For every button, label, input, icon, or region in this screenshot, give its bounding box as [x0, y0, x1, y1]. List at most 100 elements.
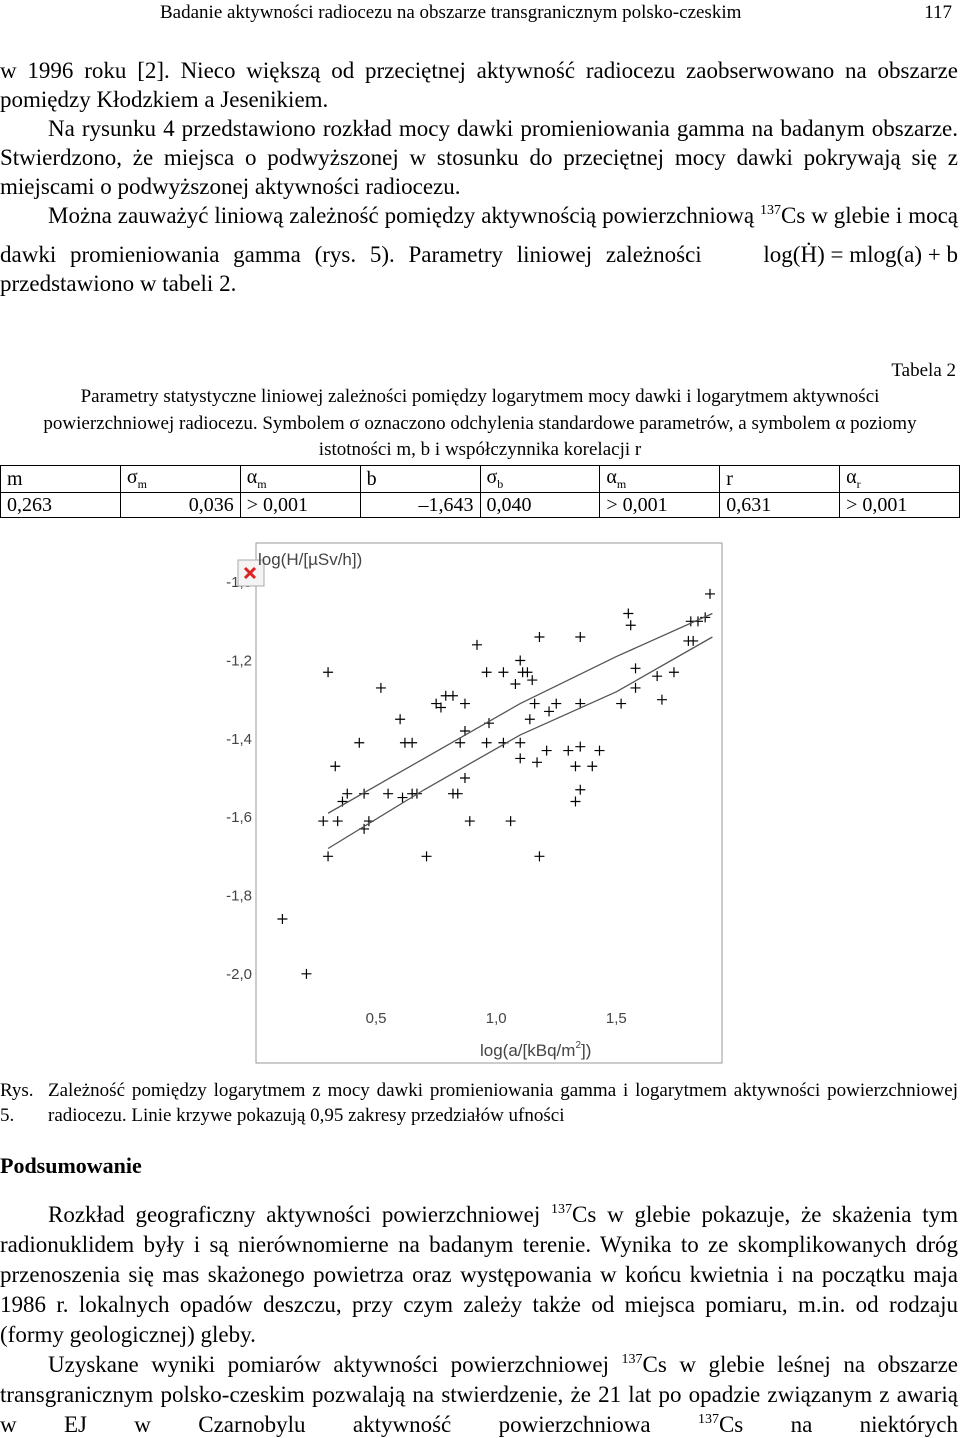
- data-point: [534, 632, 545, 642]
- table-label: Tabela 2: [891, 360, 956, 381]
- data-point: [318, 816, 329, 827]
- data-point: [323, 667, 334, 678]
- data-point: [570, 796, 581, 807]
- data-point: [575, 698, 586, 709]
- data-point: [587, 761, 598, 772]
- data-point: [668, 667, 679, 678]
- data-point: [397, 792, 408, 803]
- data-point: [330, 761, 341, 772]
- data-point: [524, 714, 535, 725]
- data-point: [630, 663, 641, 674]
- data-point: [630, 682, 641, 693]
- superscript: 137: [551, 1202, 572, 1217]
- data-point: [407, 737, 418, 748]
- page-number: 117: [924, 2, 952, 23]
- table-caption: Parametry statystyczne liniowej zależnoś…: [43, 386, 917, 460]
- data-point: [652, 671, 663, 682]
- x-axis-label-part: ]): [581, 1041, 591, 1060]
- header-symbol: m: [7, 467, 23, 490]
- data-point: [704, 588, 715, 599]
- data-point: [395, 714, 406, 725]
- data-point: [421, 851, 432, 862]
- data-point: [277, 914, 288, 924]
- x-tick-label: 1,0: [486, 1010, 507, 1027]
- text: Rozkład geograficzny aktywności powierzc…: [48, 1202, 551, 1227]
- data-point: [515, 655, 526, 666]
- x-axis-label-part: log(a/[kBq/m: [480, 1041, 575, 1060]
- header-cell: αr: [839, 465, 960, 493]
- section-heading: Podsumowanie: [0, 1153, 142, 1178]
- data-point: [544, 706, 555, 717]
- data-point: [459, 773, 470, 783]
- data-point: [505, 816, 516, 827]
- data-point: [575, 784, 586, 795]
- data-point: [625, 620, 636, 631]
- superscript: 137: [697, 1412, 719, 1427]
- y-tick-label: -1,6: [226, 809, 252, 826]
- y-tick-label: -1,8: [226, 888, 252, 905]
- superscript: 137: [621, 1352, 643, 1367]
- data-point: [616, 698, 627, 709]
- data-point: [529, 698, 540, 709]
- data-point: [575, 741, 586, 752]
- data-point: [527, 675, 538, 686]
- paragraph: Uzyskane wyniki pomiarów aktywności powi…: [0, 1350, 958, 1438]
- data-point: [522, 667, 533, 678]
- header-symbol: σ: [486, 466, 498, 488]
- paragraph: Rozkład geograficzny aktywności powierzc…: [0, 1196, 958, 1350]
- data-point: [688, 635, 699, 646]
- x-tick-label: 1,5: [606, 1010, 627, 1027]
- data-point: [301, 968, 312, 979]
- header-symbol: α: [246, 466, 258, 488]
- x-axis-label-part: 2: [575, 1040, 581, 1051]
- table-cell: > 0,001: [599, 492, 721, 518]
- header-cell: r: [719, 465, 841, 493]
- header-subscript: r: [856, 477, 861, 491]
- text: Cs w glebie i mocą dawki promieniowania …: [0, 203, 958, 267]
- y-axis-label: log(H/[µSv/h]): [258, 550, 362, 569]
- data-point: [452, 788, 463, 799]
- header-title: Badanie aktywności radiocezu na obszarze…: [160, 2, 742, 23]
- table-cell: 0,036: [119, 492, 241, 518]
- text: Cs w glebie leśnej na obszarze transgran…: [0, 1352, 958, 1437]
- data-point: [471, 639, 482, 650]
- data-point: [481, 667, 492, 678]
- data-point: [383, 788, 394, 799]
- confidence-line: [327, 636, 713, 850]
- data-point: [532, 757, 543, 768]
- figure-label: Rys. 5.: [0, 1080, 34, 1126]
- header-symbol: r: [726, 467, 733, 490]
- data-point: [594, 745, 605, 756]
- data-point: [375, 682, 386, 693]
- header-subscript: m: [257, 477, 267, 491]
- table-header-row: m σm αm b σb αm r αr: [0, 465, 960, 493]
- header-cell: αm: [599, 465, 721, 493]
- data-point: [323, 851, 334, 862]
- data-point: [510, 679, 521, 689]
- x-tick-label: 0,5: [366, 1010, 387, 1027]
- text: przedstawiono w tabeli 2.: [0, 271, 237, 296]
- header-symbol: b: [366, 467, 377, 490]
- data-point: [359, 788, 370, 799]
- header-symbol: α: [606, 466, 617, 488]
- figure-caption-block: Rys. 5. Zależność pomiędzy logarytmem z …: [0, 1078, 958, 1128]
- data-point: [656, 694, 667, 705]
- data-point: [498, 667, 509, 678]
- header-cell: σb: [479, 465, 601, 493]
- data-point: [515, 737, 526, 748]
- superscript: 137: [760, 203, 782, 218]
- data-point: [563, 745, 574, 756]
- data-point: [534, 851, 545, 862]
- data-point: [570, 761, 581, 772]
- header-subscript: b: [497, 477, 504, 491]
- header-cell: m: [0, 465, 121, 493]
- header-cell: αm: [239, 465, 361, 493]
- chart-frame: [255, 542, 723, 1064]
- chart: -1,0-1,2-1,4-1,6-1,8-2,00,51,01,5log(H/[…: [226, 542, 723, 1064]
- summary-text: Rozkład geograficzny aktywności powierzc…: [0, 1196, 958, 1438]
- text: Cs na niektórych: [718, 1412, 958, 1437]
- data-point: [459, 726, 470, 736]
- header-cell: b: [359, 465, 481, 493]
- data-point: [459, 698, 470, 709]
